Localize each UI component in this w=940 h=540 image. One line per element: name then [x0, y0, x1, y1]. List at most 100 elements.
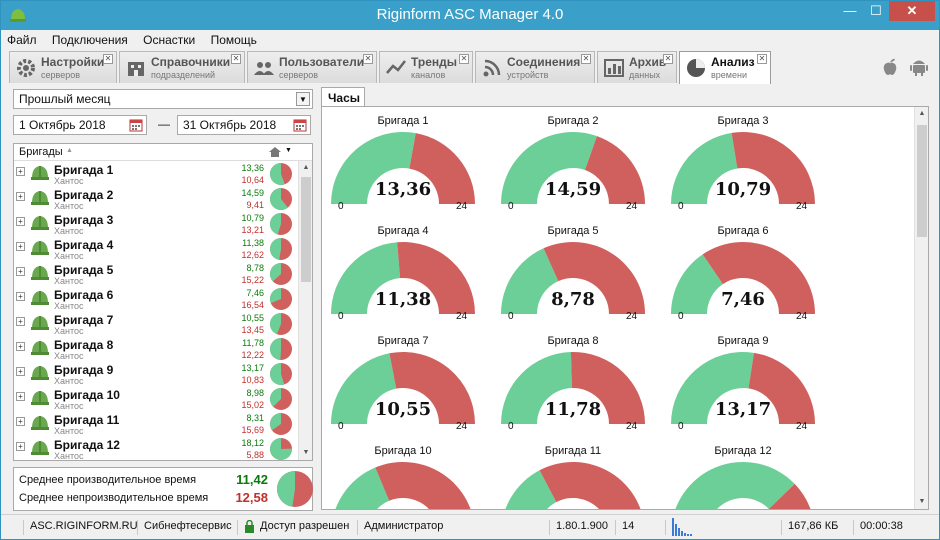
gauge-card: Бригада 10024 — [328, 443, 478, 509]
calendar-icon[interactable] — [293, 118, 307, 132]
tab-users[interactable]: Пользователи серверов ✕ — [247, 51, 377, 83]
helmet-icon — [31, 391, 49, 405]
list-item-name: Бригада 6 — [54, 288, 114, 302]
expand-icon[interactable]: + — [16, 292, 25, 301]
gauge-card: Бригада 8 11,78 0 24 — [498, 333, 648, 443]
tab-directories[interactable]: Справочники подразделений ✕ — [119, 51, 245, 83]
scroll-down-icon[interactable]: ▼ — [918, 498, 926, 505]
expand-icon[interactable]: + — [16, 367, 25, 376]
helmet-icon — [31, 341, 49, 355]
expand-icon[interactable]: + — [16, 192, 25, 201]
close-button[interactable]: ✕ — [889, 1, 935, 21]
expand-icon[interactable]: + — [16, 242, 25, 251]
mini-pie-chart — [270, 363, 292, 385]
expand-icon[interactable]: + — [16, 217, 25, 226]
sort-asc-icon[interactable]: ▲ — [66, 147, 73, 154]
list-item[interactable]: + Бригада 5 Хантос 8,78 15,22 — [14, 262, 298, 287]
date-separator: — — [158, 117, 170, 131]
expand-icon[interactable]: + — [16, 442, 25, 451]
tab-subtitle: серверов — [279, 70, 318, 80]
list-item[interactable]: + Бригада 12 Хантос 18,12 5,88 — [14, 437, 298, 460]
scroll-thumb[interactable] — [917, 125, 927, 237]
gauge-max-label: 24 — [456, 201, 468, 212]
period-select[interactable]: Прошлый месяц ▼ — [13, 89, 313, 109]
gauge-min-label: 0 — [508, 201, 514, 212]
pie-slice-productive — [269, 338, 281, 360]
maximize-button[interactable]: ☐ — [870, 3, 882, 18]
menu-snapins[interactable]: Оснастки — [143, 33, 196, 47]
tab-trends[interactable]: Тренды каналов ✕ — [379, 51, 473, 83]
tab-close-icon[interactable]: ✕ — [363, 54, 373, 64]
dropdown-icon[interactable]: ▼ — [285, 147, 292, 154]
calendar-icon[interactable] — [129, 118, 143, 132]
gauge-min-label: 0 — [338, 421, 344, 432]
tab-subtitle: данных — [629, 70, 661, 80]
home-icon[interactable] — [268, 146, 282, 158]
menu-help[interactable]: Помощь — [210, 33, 257, 47]
tab-archive[interactable]: Архив данных ✕ — [597, 51, 677, 83]
minimize-button[interactable]: — — [843, 3, 857, 18]
status-count: 14 — [615, 520, 634, 535]
list-item-name: Бригада 3 — [54, 213, 114, 227]
tab-close-icon[interactable]: ✕ — [231, 54, 241, 64]
scroll-thumb[interactable] — [301, 177, 311, 282]
nonproductive-hours: 15,02 — [241, 400, 264, 410]
helmet-app-icon — [10, 9, 26, 22]
productive-hours: 11,38 — [242, 238, 264, 248]
expand-icon[interactable]: + — [16, 317, 25, 326]
menu-file[interactable]: Файл — [7, 33, 37, 47]
gauge-max-label: 24 — [456, 311, 468, 322]
productive-hours: 10,79 — [241, 213, 264, 223]
apple-icon[interactable] — [879, 55, 901, 77]
list-header[interactable]: Бригады ▲ ▼ — [14, 144, 312, 161]
tab-close-icon[interactable]: ✕ — [757, 54, 767, 64]
list-item[interactable]: + Бригада 1 Хантос 13,36 10,64 — [14, 162, 298, 187]
pie-slice-productive — [270, 288, 281, 304]
list-item[interactable]: + Бригада 11 Хантос 8,31 15,69 — [14, 412, 298, 437]
expand-icon[interactable]: + — [16, 342, 25, 351]
scroll-down-icon[interactable]: ▼ — [302, 449, 310, 456]
expand-icon[interactable]: + — [16, 167, 25, 176]
list-item[interactable]: + Бригада 10 Хантос 8,98 15,02 — [14, 387, 298, 412]
date-from-field[interactable]: 1 Октябрь 2018 — [13, 115, 147, 135]
chevron-down-icon[interactable]: ▼ — [296, 92, 310, 106]
tab-server-settings[interactable]: Настройки серверов ✕ — [9, 51, 117, 83]
mini-pie-chart — [270, 388, 292, 410]
list-item[interactable]: + Бригада 7 Хантос 10,55 13,45 — [14, 312, 298, 337]
expand-icon[interactable]: + — [16, 417, 25, 426]
expand-icon[interactable]: + — [16, 392, 25, 401]
list-item[interactable]: + Бригада 4 Хантос 11,38 12,62 — [14, 237, 298, 262]
tab-close-icon[interactable]: ✕ — [459, 54, 469, 64]
list-scrollbar[interactable]: ▲ ▼ — [298, 161, 312, 460]
date-to-field[interactable]: 31 Октябрь 2018 — [177, 115, 311, 135]
list-item[interactable]: + Бригада 2 Хантос 14,59 9,41 — [14, 187, 298, 212]
tab-connections[interactable]: Соединения устройств ✕ — [475, 51, 595, 83]
list-item[interactable]: + Бригада 6 Хантос 7,46 16,54 — [14, 287, 298, 312]
tab-hours[interactable]: Часы — [321, 87, 365, 107]
android-icon[interactable] — [908, 55, 930, 77]
productive-hours: 8,98 — [246, 388, 264, 398]
gauge-max-label: 24 — [626, 311, 638, 322]
menu-connections[interactable]: Подключения — [51, 33, 128, 47]
gauge-value: 10,55 — [374, 399, 432, 420]
tab-close-icon[interactable]: ✕ — [103, 54, 113, 64]
expand-icon[interactable]: + — [16, 267, 25, 276]
gauge-card: Бригада 6 7,46 0 24 — [668, 223, 818, 333]
list-item[interactable]: + Бригада 9 Хантос 13,17 10,83 — [14, 362, 298, 387]
gauge-productive-band — [671, 132, 738, 204]
scroll-up-icon[interactable]: ▲ — [302, 164, 310, 171]
gauges-scrollbar[interactable]: ▲ ▼ — [914, 107, 928, 509]
nonproductive-hours: 15,22 — [241, 275, 264, 285]
tab-close-icon[interactable]: ✕ — [663, 54, 673, 64]
mini-pie-chart — [270, 438, 292, 460]
mini-pie-chart — [270, 313, 292, 335]
list-item[interactable]: + Бригада 3 Хантос 10,79 13,21 — [14, 212, 298, 237]
gauge-card: Бригада 7 10,55 0 24 — [328, 333, 478, 443]
list-item[interactable]: + Бригада 8 Хантос 11,78 12,22 — [14, 337, 298, 362]
tab-time-analysis[interactable]: Анализ времени ✕ — [679, 51, 771, 84]
tab-close-icon[interactable]: ✕ — [581, 54, 591, 64]
list-item-name: Бригада 8 — [54, 338, 114, 352]
nonproductive-hours: 9,41 — [246, 200, 264, 210]
nonproductive-hours: 13,45 — [241, 325, 264, 335]
scroll-up-icon[interactable]: ▲ — [918, 110, 926, 117]
